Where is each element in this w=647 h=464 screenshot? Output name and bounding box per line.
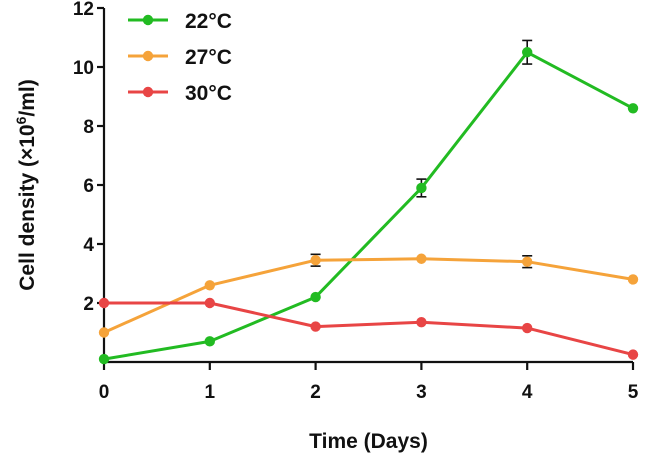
data-point — [204, 297, 215, 309]
legend-swatch-marker — [142, 86, 154, 98]
y-tick-label: 12 — [73, 0, 94, 20]
legend-swatch-marker — [142, 50, 154, 62]
y-tick-label: 8 — [83, 117, 94, 138]
data-point — [310, 321, 321, 332]
data-point — [627, 349, 639, 360]
data-point — [522, 256, 533, 267]
y-axis-title: Cell density (×106/ml) — [13, 79, 39, 290]
y-tick-label: 10 — [73, 58, 94, 79]
x-tick-label: 1 — [205, 382, 216, 403]
data-point — [522, 322, 533, 334]
legend-label: 27°C — [185, 46, 232, 69]
series-2 — [98, 297, 639, 360]
x-tick-label: 5 — [628, 382, 639, 403]
series-1 — [98, 253, 639, 338]
x-tick-label: 2 — [310, 382, 321, 403]
series-line — [104, 301, 634, 357]
data-point — [98, 327, 110, 338]
y-tick-label: 4 — [83, 235, 94, 256]
x-tick-label: 0 — [99, 382, 110, 403]
x-axis-title: Time (Days) — [309, 430, 428, 453]
legend: 22°C 27°C 30°C — [128, 10, 232, 105]
series-line — [103, 257, 634, 334]
legend-label: 30°C — [185, 82, 232, 105]
series-layer — [98, 39, 639, 365]
legend-item-2: 30°C — [128, 82, 232, 105]
data-point — [98, 353, 110, 365]
data-point — [204, 336, 215, 347]
data-point — [522, 47, 533, 58]
data-point — [627, 274, 639, 285]
legend-item-0: 22°C — [128, 10, 232, 33]
data-point — [627, 103, 639, 114]
y-tick-label: 6 — [83, 176, 94, 197]
data-point — [310, 255, 321, 266]
legend-item-1: 27°C — [128, 46, 232, 69]
y-tick-label: 2 — [83, 294, 94, 315]
x-tick-label: 4 — [522, 382, 533, 403]
series-line — [103, 50, 634, 361]
data-point — [204, 280, 215, 291]
x-tick-label: 3 — [416, 382, 427, 403]
data-point — [310, 291, 321, 303]
data-point — [416, 253, 427, 264]
series-0 — [98, 39, 639, 365]
data-point — [416, 316, 427, 328]
data-point — [416, 182, 427, 194]
legend-label: 22°C — [185, 10, 232, 33]
legend-swatch-marker — [142, 14, 154, 26]
data-point — [98, 297, 110, 309]
